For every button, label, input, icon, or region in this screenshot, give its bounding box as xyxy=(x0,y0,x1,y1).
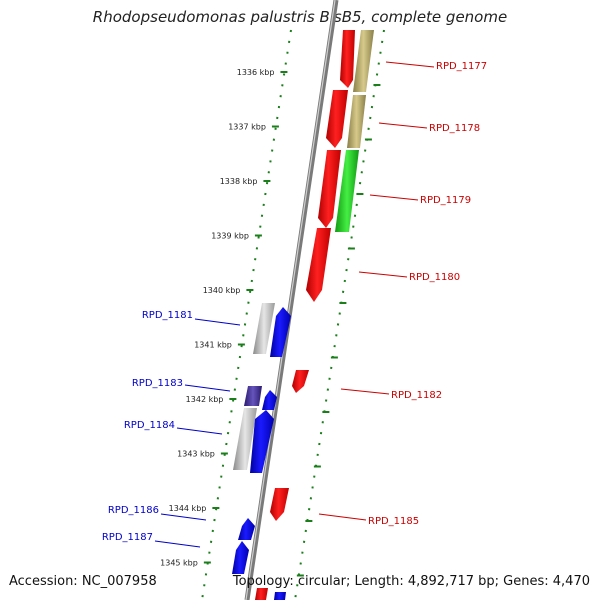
label-rpd-1183[interactable]: RPD_1183 xyxy=(132,378,183,389)
kbp-tick-label: 1343 kbp xyxy=(177,450,215,459)
label-rpd-1178[interactable]: RPD_1178 xyxy=(429,123,480,134)
gene-arrow-rpd-1176[interactable] xyxy=(340,30,355,88)
leader-rpd-1184 xyxy=(176,427,223,435)
genome-backbone-highlight xyxy=(245,0,336,600)
gene-arrow-rpd-1178b[interactable] xyxy=(347,95,366,148)
gene-arrow-rpd-1185[interactable] xyxy=(270,488,289,521)
label-rpd-1185[interactable]: RPD_1185 xyxy=(368,516,419,527)
gene-arrow-bottom-red[interactable] xyxy=(255,588,268,600)
kbp-tick-label: 1337 kbp xyxy=(228,123,266,132)
gene-arrow-rpd-1178[interactable] xyxy=(326,90,348,148)
leader-rpd-1186 xyxy=(160,513,207,521)
label-rpd-1187[interactable]: RPD_1187 xyxy=(102,532,153,543)
gene-arrow-rpd-1177[interactable] xyxy=(353,30,374,92)
label-rpd-1186[interactable]: RPD_1186 xyxy=(108,505,159,516)
kbp-tick-label: 1344 kbp xyxy=(169,504,207,513)
kbp-tick-label: 1336 kbp xyxy=(237,68,275,77)
label-rpd-1184[interactable]: RPD_1184 xyxy=(124,420,175,431)
kbp-tick-label: 1342 kbp xyxy=(186,395,224,404)
leader-rpd-1179 xyxy=(369,194,419,201)
gene-arrow-rpd-1182[interactable] xyxy=(292,370,309,393)
accession-text: Accession: NC_007958 xyxy=(9,574,157,589)
label-rpd-1181[interactable]: RPD_1181 xyxy=(142,310,193,321)
label-rpd-1179[interactable]: RPD_1179 xyxy=(420,195,471,206)
label-rpd-1177[interactable]: RPD_1177 xyxy=(436,61,487,72)
gene-arrow-rpd-1184-grey[interactable] xyxy=(233,408,257,470)
leader-rpd-1181 xyxy=(194,318,241,326)
kbp-tick-label: 1341 kbp xyxy=(194,341,232,350)
genome-summary-text: Topology: circular; Length: 4,892,717 bp… xyxy=(232,574,590,589)
leader-rpd-1182 xyxy=(340,388,390,395)
gene-arrow-rpd-1184[interactable] xyxy=(250,410,274,473)
gene-arrow-bottom-blue[interactable] xyxy=(274,592,286,600)
genome-backbone xyxy=(244,0,339,600)
leader-rpd-1177 xyxy=(385,61,435,68)
gene-arrow-rpd-1183b[interactable] xyxy=(262,390,277,410)
gene-arrow-rpd-1179[interactable] xyxy=(335,150,359,232)
gene-arrow-rpd-1186[interactable] xyxy=(238,518,255,540)
gene-arrow-rpd-1181[interactable] xyxy=(270,307,291,357)
leader-rpd-1185 xyxy=(318,513,367,521)
label-rpd-1182[interactable]: RPD_1182 xyxy=(391,390,442,401)
kbp-tick-label: 1339 kbp xyxy=(211,232,249,241)
leader-rpd-1178 xyxy=(378,122,428,129)
label-rpd-1180[interactable]: RPD_1180 xyxy=(409,272,460,283)
gene-arrow-rpd-1180[interactable] xyxy=(306,228,331,302)
leader-rpd-1183 xyxy=(184,384,231,392)
map-title: Rhodopseudomonas palustris BisB5, comple… xyxy=(92,8,508,26)
gene-arrow-rpd-1187[interactable] xyxy=(232,541,249,574)
kbp-tick-label: 1340 kbp xyxy=(203,286,241,295)
kbp-tick-label: 1345 kbp xyxy=(160,559,198,568)
gene-arrow-rpd-1183[interactable] xyxy=(244,386,262,406)
kbp-tick-label: 1338 kbp xyxy=(220,177,258,186)
leader-rpd-1187 xyxy=(154,540,201,548)
gene-arrow-rpd-1181-grey[interactable] xyxy=(253,303,275,354)
leader-rpd-1180 xyxy=(358,271,408,278)
gene-arrow-rpd-1179b[interactable] xyxy=(318,150,341,228)
